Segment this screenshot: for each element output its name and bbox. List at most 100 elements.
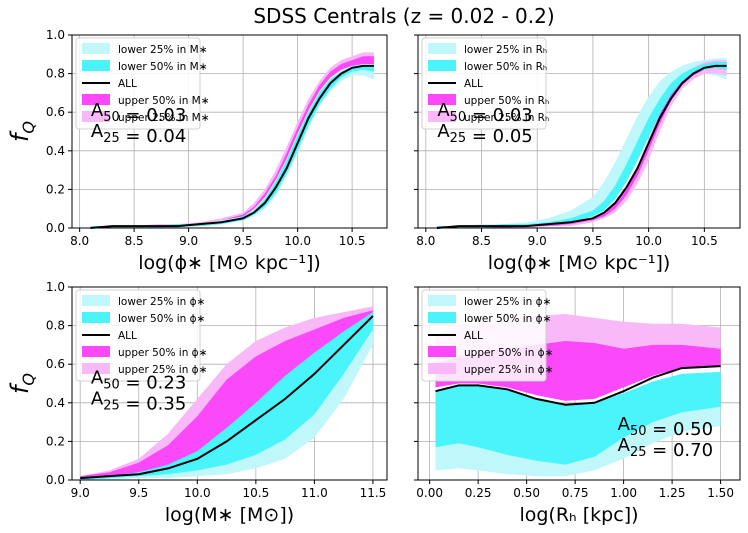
x-tick-label: 8.0 — [70, 234, 89, 248]
y-tick-label: 0.0 — [46, 473, 65, 487]
x-tick-label: 8.5 — [125, 234, 144, 248]
legend: lower 25% in M∗ lower 50% in M∗ ALL upper 5… — [75, 37, 210, 130]
annotation-asymmetry: A25 = 0.04 — [91, 121, 186, 147]
x-axis-label: log(ϕ∗ [M⊙ kpc⁻¹]) — [488, 252, 671, 274]
legend: lower 25% in ϕ∗ lower 50% in ϕ∗ ALL upper 5… — [75, 289, 207, 382]
annotation-asymmetry: A50 = 0.03 — [91, 100, 186, 126]
legend-swatch — [428, 295, 456, 306]
legend-swatch — [428, 43, 456, 54]
band-lower-25- — [80, 312, 373, 480]
x-tick-label: 8.5 — [472, 234, 491, 248]
x-tick-label: 10.5 — [339, 234, 366, 248]
legend-swatch — [82, 295, 110, 306]
legend-swatch — [428, 94, 456, 105]
legend-label: upper 50% in M∗ — [118, 95, 210, 107]
x-tick-label: 0.75 — [562, 486, 589, 500]
x-tick-label: 10.0 — [284, 234, 311, 248]
x-tick-label: 10.5 — [691, 234, 718, 248]
x-axis-label: log(ϕ∗ [M⊙ kpc⁻¹]) — [138, 252, 321, 274]
x-axis-label: log(Rₕ [kpc]) — [519, 504, 638, 526]
x-tick-label: 11.0 — [301, 486, 328, 500]
legend-label: lower 50% in M∗ — [118, 61, 208, 73]
legend-label: lower 50% in ϕ∗ — [464, 313, 551, 325]
band-lower-50- — [435, 371, 721, 465]
x-tick-label: 9.5 — [129, 486, 148, 500]
legend-label: upper 25% in ϕ∗ — [464, 364, 553, 376]
y-tick-label: 1.0 — [46, 28, 65, 42]
legend-label: ALL — [464, 78, 483, 90]
annotation-asymmetry: A50 = 0.50 — [618, 414, 713, 440]
x-axis-label: log(M∗ [M⊙]) — [165, 504, 294, 526]
band-lower-25- — [436, 58, 727, 229]
legend-label: lower 25% in M∗ — [118, 44, 208, 56]
x-tick-label: 10.5 — [242, 486, 269, 500]
band-lower-50- — [80, 312, 373, 480]
legend-swatch — [82, 363, 110, 374]
legend: lower 25% in Rₕ lower 50% in Rₕ ALL upper 5… — [421, 37, 549, 130]
x-tick-label: 9.5 — [583, 234, 602, 248]
band-upper-50- — [80, 310, 373, 479]
panel-top-left: 8.0 8.5 9.0 9.5 10.0 10.5 0.0 0.2 0.4 0.6 0.8 1.0 lo… — [6, 28, 388, 274]
y-tick-label: 0.6 — [46, 105, 65, 119]
annotation-asymmetry: A50 = 0.03 — [437, 100, 532, 126]
legend-swatch — [428, 346, 456, 357]
legend-swatch — [82, 43, 110, 54]
panel-bottom-right: 0.00 0.25 0.50 0.75 1.00 1.25 1.50 log(Rₕ [kpc]… — [414, 286, 741, 526]
x-tick-label: 11.5 — [360, 486, 387, 500]
annotation-asymmetry: A25 = 0.05 — [437, 121, 532, 147]
y-tick-label: 0.6 — [46, 357, 65, 371]
legend-label: lower 25% in ϕ∗ — [464, 296, 551, 308]
legend-label: upper 25% in ϕ∗ — [118, 364, 207, 376]
axes-frame — [417, 286, 741, 481]
figure-title: SDSS Centrals (z = 0.02 - 0.2) — [253, 4, 555, 28]
legend-label: lower 50% in Rₕ — [464, 61, 547, 73]
axes-frame — [71, 34, 388, 229]
band-upper-25- — [436, 60, 727, 228]
annotation-asymmetry: A50 = 0.23 — [91, 368, 186, 394]
y-tick-label: 1.0 — [46, 280, 65, 294]
line-all — [80, 315, 374, 480]
x-tick-label: 0.50 — [513, 486, 540, 500]
y-tick-label: 0.2 — [46, 182, 65, 196]
y-tick-label: 0.8 — [46, 319, 65, 333]
line-all — [436, 64, 727, 229]
panel-bottom-left: 9.0 9.5 10.0 10.5 11.0 11.5 0.0 0.2 0.4 0.6 0.8 1.0… — [6, 280, 388, 526]
legend-label: lower 25% in Rₕ — [464, 44, 547, 56]
axes-frame — [417, 34, 741, 229]
y-axis-label: fQ — [6, 121, 38, 142]
annotation-asymmetry: A25 = 0.35 — [91, 389, 186, 415]
y-tick-label: 0.4 — [46, 396, 65, 410]
y-tick-label: 0.4 — [46, 144, 65, 158]
x-tick-label: 10.0 — [635, 234, 662, 248]
x-tick-label: 1.00 — [610, 486, 637, 500]
legend-swatch — [428, 312, 456, 323]
legend-label: lower 25% in ϕ∗ — [118, 296, 205, 308]
x-tick-label: 9.0 — [71, 486, 90, 500]
x-tick-label: 9.0 — [528, 234, 547, 248]
legend-swatch — [82, 111, 110, 122]
panel-top-right: 8.0 8.5 9.0 9.5 10.0 10.5 log(ϕ∗ [M⊙ kpc⁻¹]) lo… — [414, 34, 741, 274]
x-tick-label: 0.25 — [465, 486, 492, 500]
x-tick-label: 10.0 — [184, 486, 211, 500]
x-tick-label: 1.25 — [659, 486, 686, 500]
x-tick-label: 9.0 — [179, 234, 198, 248]
x-tick-label: 0.00 — [416, 486, 443, 500]
legend-swatch — [82, 94, 110, 105]
legend-swatch — [428, 111, 456, 122]
legend-label: ALL — [118, 78, 137, 90]
legend-label: ALL — [464, 330, 483, 342]
legend-label: upper 25% in M∗ — [118, 112, 210, 124]
legend: lower 25% in ϕ∗ lower 50% in ϕ∗ ALL upper 5… — [421, 289, 553, 382]
legend-swatch — [82, 312, 110, 323]
y-tick-label: 0.2 — [46, 434, 65, 448]
legend-swatch — [428, 363, 456, 374]
line-all — [435, 365, 721, 406]
x-tick-label: 8.0 — [416, 234, 435, 248]
line-all — [90, 64, 374, 229]
legend-label: upper 50% in ϕ∗ — [118, 347, 207, 359]
legend-label: lower 50% in ϕ∗ — [118, 313, 205, 325]
y-tick-label: 0.0 — [46, 221, 65, 235]
legend-swatch — [82, 346, 110, 357]
